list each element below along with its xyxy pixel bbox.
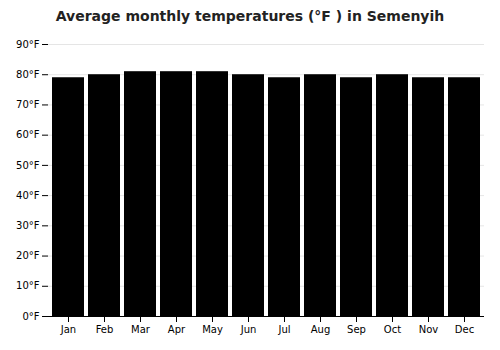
svg-text:Oct: Oct [384,324,401,335]
svg-text:Jan: Jan [60,324,76,335]
svg-text:80°F: 80°F [16,69,40,80]
html-text:Average monthly temperatures (: Average monthly temperatures (°F ) in Se… [55,8,445,24]
svg-text:Feb: Feb [96,324,114,335]
svg-text:40°F: 40°F [16,190,40,201]
svg-text:Apr: Apr [168,324,186,335]
svg-text:90°F: 90°F [16,39,40,50]
svg-text:70°F: 70°F [16,99,40,110]
svg-text:0°F: 0°F [22,311,39,322]
svg-text:Sep: Sep [347,324,366,335]
svg-text:20°F: 20°F [16,250,40,261]
svg-text:Aug: Aug [311,324,331,335]
svg-text:60°F: 60°F [16,129,40,140]
svg-text:50°F: 50°F [16,160,40,171]
svg-text:Mar: Mar [131,324,151,335]
svg-text:Jul: Jul [277,324,290,335]
svg-text:Dec: Dec [455,324,474,335]
svg-text:Nov: Nov [419,324,439,335]
svg-text:May: May [202,324,223,335]
svg-text:10°F: 10°F [16,280,40,291]
svg-text:30°F: 30°F [16,220,40,231]
svg-text:Jun: Jun [240,324,257,335]
